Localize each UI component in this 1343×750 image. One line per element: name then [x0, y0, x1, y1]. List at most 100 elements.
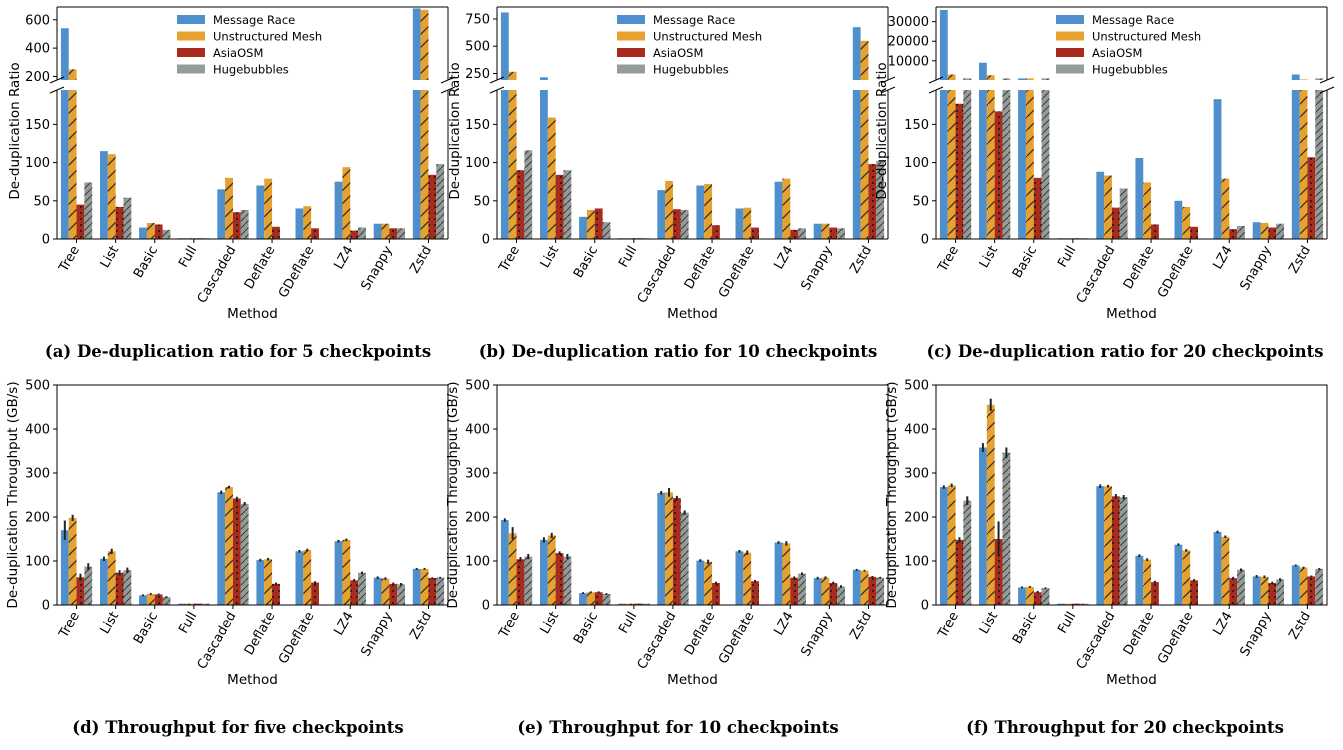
panel-5-bar-pattern-3-7: [1237, 569, 1245, 605]
panel-1-low-bar-pattern-3-8: [837, 228, 845, 239]
panel-0-low-bar-pattern-2-0: [76, 204, 85, 239]
panel-1-xlabel: Method: [667, 306, 718, 322]
panel-2-break-mark: [928, 76, 944, 84]
panel-5-xtick-label: Deflate: [1121, 610, 1158, 658]
panel-0-ytick-label-low: 150: [25, 118, 50, 133]
panel-0-low-bar-pattern-2-1: [115, 206, 124, 239]
caption-b: (b) De-duplication ratio for 10 checkpoi…: [478, 342, 878, 361]
panel-2-xtick-label: Tree: [935, 244, 962, 276]
panel-2-low-bar-0-7: [1213, 99, 1222, 240]
panel-2-ytick-label-high: 30000: [888, 15, 929, 30]
panel-1-low-bar-pattern-1-9: [860, 90, 869, 239]
panel-5-bar-pattern-1-0: [947, 485, 956, 605]
panel-2-low-bar-pattern-3-4: [1119, 188, 1128, 239]
panel-0-low-bar-pattern-1-4: [225, 177, 233, 239]
panel-2-xtick-label: Full: [1055, 244, 1079, 271]
panel-0-low-bar-pattern-1-7: [342, 167, 351, 239]
panel-3-bar-pattern-1-7: [342, 539, 351, 605]
panel-3-bar-0-1: [100, 558, 108, 605]
panel-3-bar-pattern-3-3: [201, 603, 210, 605]
panel-0-ytick-label-high: 400: [25, 42, 50, 57]
panel-2-low-bar-pattern-3-7: [1237, 226, 1245, 239]
panel-2-low-bar-pattern-1-5: [1143, 182, 1152, 239]
panel-4-bar-0-7: [774, 542, 783, 605]
panel-1-break-mark: [489, 76, 505, 84]
panel-4-bar-pattern-3-9: [876, 577, 885, 605]
panel-2-high-bar-0-0: [939, 9, 948, 81]
panel-1-ylabel: De-duplication Ratio: [447, 62, 463, 199]
panel-4-ytick-label: 300: [465, 467, 490, 482]
panel-2-low-bar-pattern-1-8: [1260, 222, 1269, 239]
panel-0-low-bar-pattern-2-5: [272, 226, 280, 239]
panel-0-low-bar-pattern-2-2: [154, 224, 163, 239]
panel-0-low-bar-0-1: [100, 151, 108, 239]
panel-3-ytick-label: 100: [25, 555, 50, 570]
panel-0-ylabel: De-duplication Ratio: [7, 62, 23, 199]
panel-4-bar-pattern-2-1: [555, 553, 564, 605]
panel-2-high-bar-pattern-3-0: [963, 78, 972, 80]
panel-5-bar-0-5: [1135, 555, 1144, 605]
panel-4-bar-0-8: [813, 578, 822, 605]
panel-2-ytick-label-high: 10000: [888, 54, 929, 69]
panel-5-bar-pattern-1-6: [1182, 550, 1191, 605]
panel-1-high-bar-0-0: [500, 12, 509, 80]
panel-0-low-bar-pattern-2-8: [389, 228, 398, 239]
caption-e: (e) Throughput for 10 checkpoints: [517, 718, 839, 737]
panel-2-low-bar-0-1: [979, 90, 987, 239]
panel-1-low-bar-0-2: [579, 216, 587, 239]
panel-4-bar-pattern-1-1: [547, 535, 556, 605]
panel-3-bar-pattern-1-6: [303, 550, 312, 605]
panel-4-bar-pattern-3-3: [641, 603, 650, 605]
panel-5-bar-0-4: [1096, 486, 1105, 605]
panel-0-xtick-label: LZ4: [332, 244, 357, 273]
panel-3-xtick-label: Snappy: [358, 609, 395, 659]
panel-3-bar-pattern-2-3: [193, 603, 202, 605]
panel-2-low-bar-0-6: [1174, 200, 1183, 239]
panel-3-bar-pattern-3-8: [397, 584, 405, 605]
panel-1-low-bar-0-0: [500, 90, 509, 239]
panel-0-low-bar-pattern-3-1: [123, 197, 132, 239]
panel-5-bar-pattern-1-7: [1221, 536, 1230, 605]
panel-1-low-bar-pattern-2-9: [868, 164, 877, 239]
panel-0-low-bar-0-4: [217, 189, 226, 239]
panel-4-bar-pattern-2-2: [594, 592, 603, 605]
panel-3-bar-0-2: [139, 595, 147, 605]
panel-1-ytick-label-high: 750: [465, 12, 490, 27]
panel-4-xtick-label: Zstd: [847, 610, 875, 643]
panel-1-low-bar-pattern-1-4: [665, 180, 673, 239]
panel-1-low-bar-0-8: [813, 223, 822, 239]
panel-4-bar-0-1: [540, 539, 548, 605]
panel-1-xtick-label: Zstd: [847, 244, 875, 277]
panel-3-xtick-label: Zstd: [407, 610, 435, 643]
panel-5-bar-pattern-1-1: [986, 404, 995, 605]
panel-1-low-bar-pattern-1-5: [704, 183, 713, 239]
panel-2-low-bar-pattern-3-2: [1041, 90, 1050, 239]
panel-3-bar-pattern-1-4: [225, 487, 233, 605]
panel-0-legend-swatch: [177, 64, 205, 74]
panel-1-low-bar-pattern-1-2: [586, 209, 595, 239]
panel-5-bar-pattern-2-8: [1268, 583, 1277, 605]
panel-5-bar-pattern-2-7: [1229, 578, 1238, 605]
panel-2-legend-swatch: [1056, 64, 1084, 74]
panel-2-low-bar-pattern-1-6: [1182, 206, 1191, 239]
panel-5-xtick-label: List: [977, 610, 1001, 637]
panel-2-high-bar-0-2: [1018, 78, 1026, 80]
panel-5-bar-pattern-1-8: [1260, 576, 1269, 605]
panel-0-low-bar-pattern-3-7: [358, 227, 366, 239]
panel-0-low-bar-pattern-3-8: [397, 228, 405, 239]
panel-0-ytick-label-high: 200: [25, 70, 50, 85]
panel-2-low-bar-0-5: [1135, 158, 1144, 239]
panel-0-low-bar-0-8: [373, 223, 382, 239]
panel-0-xtick-label: Zstd: [407, 244, 435, 277]
panel-1-low-bar-pattern-3-0: [524, 150, 533, 239]
panel-0-low-bar-pattern-1-0: [68, 90, 77, 239]
panel-0-low-bar-pattern-3-9: [436, 164, 445, 239]
panel-4-bar-pattern-1-4: [665, 492, 673, 605]
panel-4-bar-pattern-1-3: [626, 603, 634, 605]
panel-5-xtick-label: Zstd: [1286, 610, 1314, 643]
panel-5-bar-pattern-1-9: [1299, 567, 1308, 605]
panel-2-high-bar-pattern-1-0: [947, 74, 956, 80]
panel-0-xtick-label: GDeflate: [276, 244, 318, 301]
caption-c: (c) De-duplication ratio for 20 checkpoi…: [926, 342, 1324, 361]
panel-2-low-bar-pattern-1-4: [1104, 175, 1112, 239]
